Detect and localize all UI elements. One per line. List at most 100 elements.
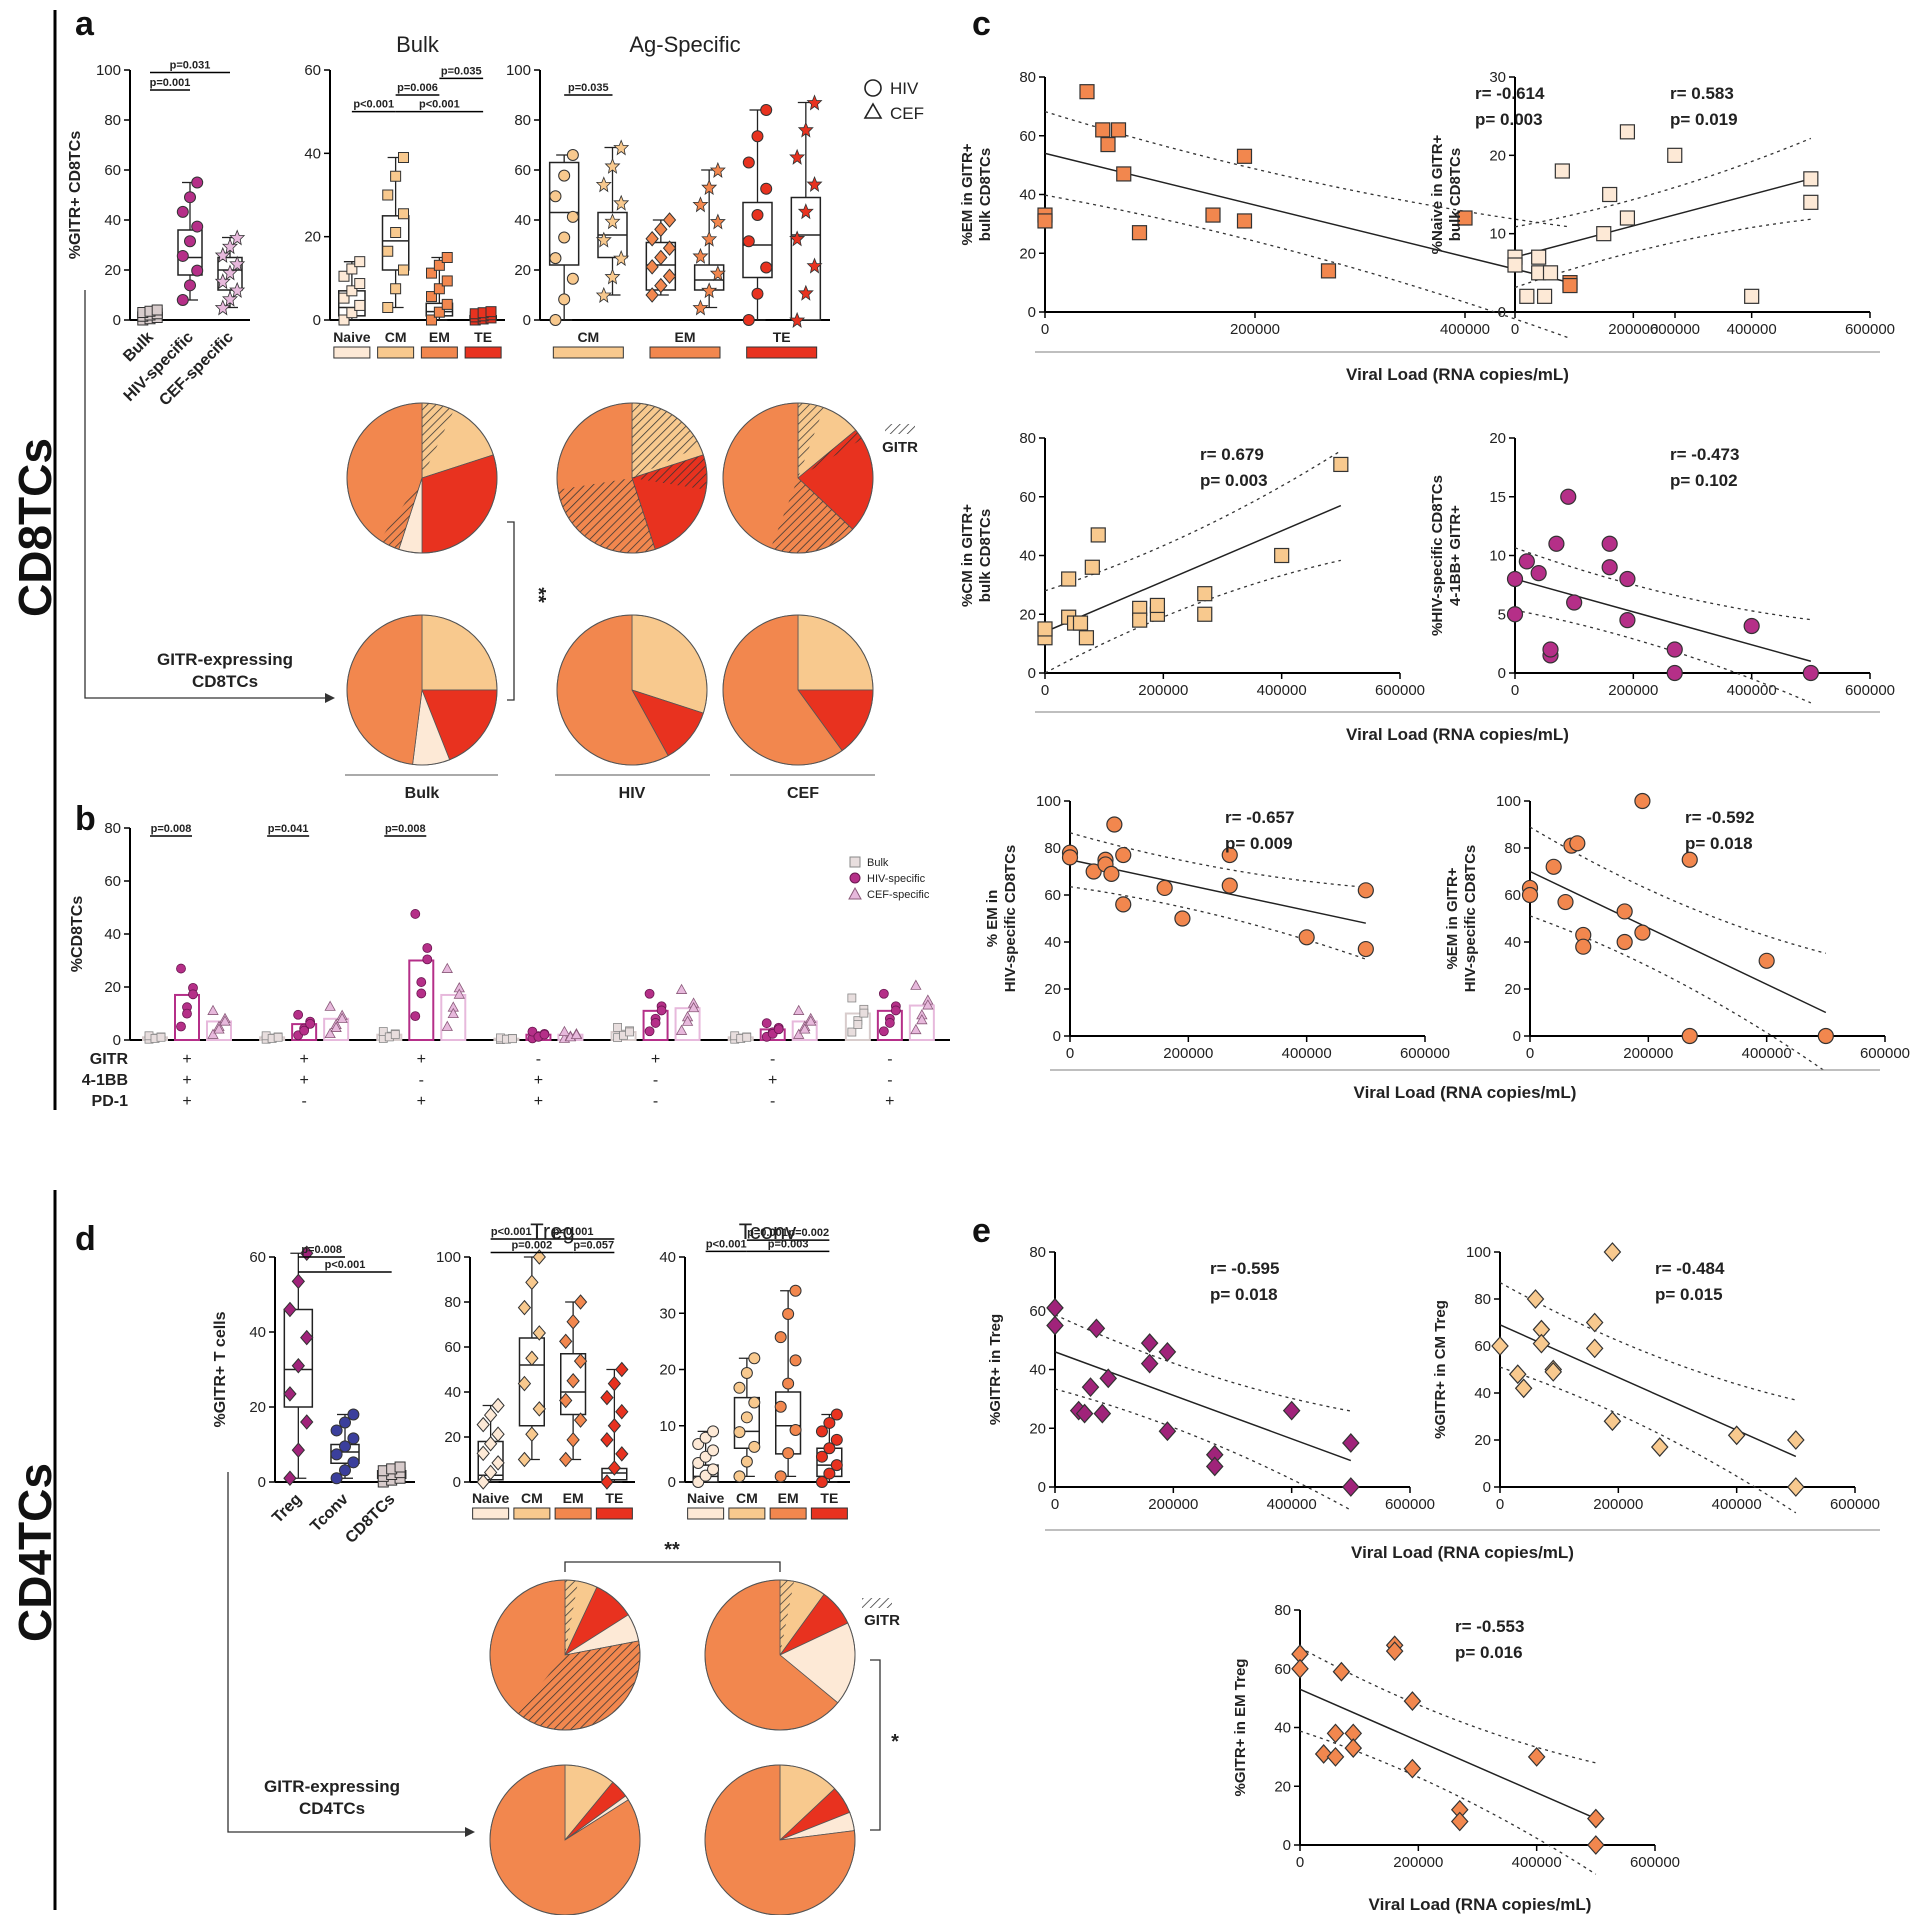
a1-ytick-label: 20 bbox=[104, 262, 121, 279]
c3-point bbox=[1061, 571, 1077, 587]
a3-phenotype-swatch bbox=[552, 346, 624, 359]
d1-dot bbox=[347, 1408, 360, 1421]
e1-point bbox=[1158, 1341, 1177, 1362]
e3-fit-line bbox=[1299, 1688, 1597, 1820]
e1-point bbox=[1205, 1456, 1224, 1477]
b-dot bbox=[336, 1012, 348, 1023]
a-hiv-bot-outline bbox=[556, 614, 708, 766]
a3-dot bbox=[797, 203, 814, 220]
a3-dot bbox=[558, 231, 571, 244]
d3-pval: p=0.003 bbox=[768, 1238, 809, 1250]
d2-dot bbox=[517, 1451, 532, 1468]
a2-dot bbox=[398, 208, 409, 220]
a2-title: Bulk bbox=[396, 32, 440, 57]
c1-r-value: r= -0.614 bbox=[1475, 84, 1545, 103]
a2-dot bbox=[346, 285, 358, 297]
d1-ylabel: %GITR+ T cells bbox=[212, 1311, 229, 1427]
e2-point bbox=[1603, 1411, 1622, 1432]
a2-dot bbox=[390, 227, 402, 238]
b-dot bbox=[441, 962, 453, 973]
panel-letter-e: e bbox=[972, 1212, 991, 1250]
a-hiv-top-hatch bbox=[632, 454, 707, 490]
a3-dot bbox=[806, 257, 823, 274]
a1-dot bbox=[176, 205, 189, 218]
a1-ytick-label: 0 bbox=[113, 312, 121, 329]
c4-point bbox=[1743, 617, 1760, 635]
legend-cef-label: CEF bbox=[890, 104, 924, 123]
b-dot bbox=[453, 988, 465, 999]
c6-point bbox=[1521, 886, 1539, 904]
c6-ylabel: HIV-specific CD8TCs bbox=[1462, 845, 1479, 993]
a1-ytick-label: 40 bbox=[104, 212, 121, 229]
a1-pval: p=0.031 bbox=[170, 60, 211, 72]
a3-dot bbox=[549, 190, 562, 203]
c3-ci-upper bbox=[1044, 450, 1342, 592]
b-legend-label: CEF-specific bbox=[867, 889, 930, 901]
d3-dot bbox=[740, 1367, 753, 1380]
b-row-label: 4-1BB bbox=[82, 1072, 128, 1089]
a2-xlabel: EM bbox=[429, 329, 450, 345]
a3-dot bbox=[566, 272, 579, 285]
b-pval: p=0.008 bbox=[151, 823, 192, 835]
a3-dot bbox=[613, 139, 630, 156]
b-sign: + bbox=[651, 1051, 660, 1068]
c3-point bbox=[1197, 606, 1213, 622]
a2-pval: p=0.035 bbox=[441, 65, 482, 77]
b-dot bbox=[330, 1021, 342, 1032]
c6-xtick-label: 400000 bbox=[1742, 1045, 1792, 1062]
e3-point bbox=[1385, 1641, 1404, 1662]
d2-dot bbox=[615, 1361, 629, 1378]
a2-xlabel: TE bbox=[474, 329, 492, 345]
d3-dot bbox=[707, 1425, 720, 1438]
b-dot bbox=[156, 1032, 166, 1042]
a3-dot bbox=[797, 121, 814, 138]
c2-point bbox=[1507, 257, 1523, 273]
a1-dot bbox=[222, 264, 238, 281]
d3-dot bbox=[830, 1459, 843, 1472]
a3-dot bbox=[558, 293, 571, 306]
e2-xtick-label: 600000 bbox=[1830, 1496, 1880, 1513]
a1-ytick-label: 100 bbox=[96, 62, 121, 79]
d3-xlabel: TE bbox=[820, 1490, 838, 1506]
d3-ytick-label: 10 bbox=[659, 1418, 676, 1435]
pie-sig-bracket-a bbox=[507, 521, 515, 701]
e3-point bbox=[1587, 1835, 1605, 1855]
arrow-d-head bbox=[465, 1827, 475, 1837]
b-dot bbox=[878, 988, 889, 999]
a3-dot bbox=[613, 194, 630, 211]
d2-ytick-label: 60 bbox=[444, 1339, 461, 1356]
d-treg-top-outline bbox=[489, 1579, 641, 1731]
c6-point bbox=[1557, 893, 1574, 911]
d3-phenotype-swatch bbox=[810, 1507, 848, 1520]
b-sign: - bbox=[887, 1051, 892, 1068]
b-dot bbox=[916, 1013, 928, 1025]
a2-dot bbox=[382, 302, 394, 313]
c5-point bbox=[1156, 879, 1173, 897]
d2-pval: p=0.002 bbox=[512, 1240, 553, 1252]
c1-ytick-label: 20 bbox=[1019, 245, 1036, 262]
e1-xtick-label: 600000 bbox=[1385, 1496, 1435, 1513]
d2-dot bbox=[559, 1451, 573, 1468]
e1-point bbox=[1081, 1377, 1100, 1398]
a2-dot bbox=[354, 278, 366, 290]
a2-dot bbox=[382, 245, 394, 257]
d3-ytick-label: 40 bbox=[659, 1249, 676, 1266]
c1-point bbox=[1236, 213, 1253, 229]
a1-dot bbox=[191, 176, 204, 189]
a3-dot bbox=[742, 235, 755, 248]
b-dot bbox=[207, 1028, 219, 1039]
c-bot-xlabel: Viral Load (RNA copies/mL) bbox=[1354, 1083, 1577, 1102]
c4-ylabel: 4-1BB+ GITR+ bbox=[1447, 505, 1464, 606]
e1-ytick-label: 40 bbox=[1029, 1362, 1046, 1379]
b-dot bbox=[539, 1029, 550, 1040]
c2-point bbox=[1519, 288, 1535, 304]
c1-point bbox=[1095, 122, 1111, 138]
b-legend-label: Bulk bbox=[867, 857, 889, 869]
e1-ytick-label: 0 bbox=[1038, 1479, 1046, 1496]
d3-phenotype-swatch bbox=[687, 1507, 725, 1520]
a1-dot bbox=[229, 229, 246, 246]
c6-xtick-label: 600000 bbox=[1860, 1045, 1910, 1062]
a3-dot bbox=[662, 212, 677, 228]
e3-point bbox=[1403, 1758, 1422, 1779]
a3-dot bbox=[797, 284, 814, 301]
